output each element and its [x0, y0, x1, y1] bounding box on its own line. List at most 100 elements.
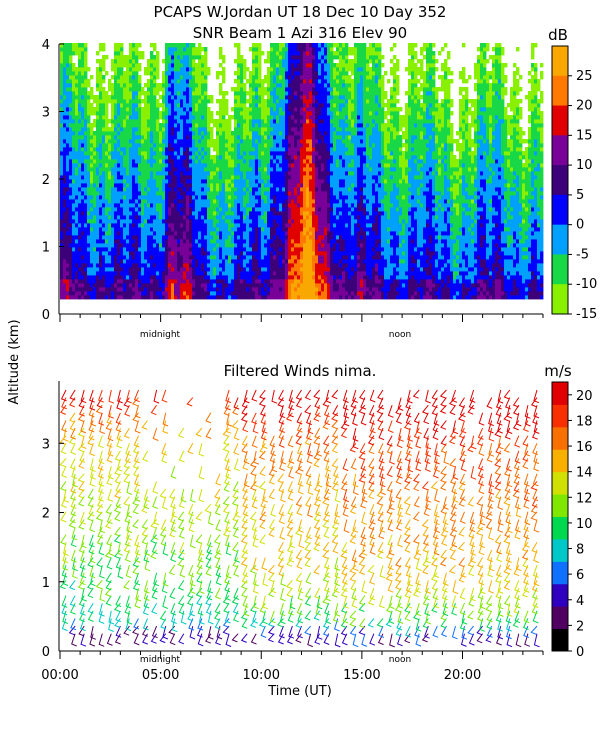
- snr-cell: [237, 87, 241, 92]
- snr-cell: [255, 211, 259, 216]
- snr-cell: [147, 283, 151, 288]
- snr-cell: [285, 183, 289, 188]
- snr-cell: [237, 283, 241, 288]
- snr-cell: [219, 227, 223, 232]
- snr-cell: [240, 275, 244, 280]
- snr-cell: [84, 119, 88, 124]
- snr-cell: [195, 155, 199, 160]
- snr-cell: [225, 199, 229, 204]
- snr-cell: [204, 131, 208, 136]
- snr-cell: [303, 175, 307, 180]
- snr-cell: [183, 135, 187, 140]
- snr-cell: [141, 295, 145, 300]
- snr-cell: [150, 127, 154, 132]
- snr-cell: [129, 83, 133, 88]
- snr-cell: [192, 187, 196, 192]
- snr-cell: [288, 119, 292, 124]
- snr-cell: [252, 279, 256, 284]
- snr-cell: [90, 95, 94, 100]
- snr-cell: [177, 183, 181, 188]
- snr-cell: [102, 251, 106, 256]
- snr-cell: [228, 179, 232, 184]
- snr-cell: [60, 243, 64, 248]
- snr-cell: [147, 195, 151, 200]
- snr-cell: [303, 111, 307, 116]
- snr-cell: [189, 247, 193, 252]
- snr-cell: [153, 123, 157, 128]
- snr-cell: [123, 287, 127, 292]
- snr-cell: [279, 247, 283, 252]
- snr-cell: [156, 291, 160, 296]
- snr-cell: [60, 47, 64, 52]
- snr-cell: [246, 99, 250, 104]
- snr-cell: [129, 183, 133, 188]
- snr-cell: [138, 231, 142, 236]
- snr-cell: [282, 191, 286, 196]
- snr-cell: [108, 279, 112, 284]
- snr-cell: [201, 155, 205, 160]
- snr-cell: [126, 199, 130, 204]
- snr-cell: [81, 51, 85, 56]
- snr-cell: [303, 87, 307, 92]
- snr-cell: [183, 291, 187, 296]
- snr-cell: [186, 207, 190, 212]
- snr-cell: [126, 159, 130, 164]
- snr-cell: [258, 103, 262, 108]
- snr-cell: [129, 135, 133, 140]
- snr-cell: [78, 203, 82, 208]
- snr-cell: [303, 191, 307, 196]
- snr-cell: [132, 71, 136, 76]
- snr-cell: [240, 67, 244, 72]
- snr-cell: [144, 175, 148, 180]
- snr-cell: [156, 63, 160, 68]
- snr-cell: [186, 223, 190, 228]
- snr-cell: [303, 171, 307, 176]
- snr-cell: [198, 123, 202, 128]
- snr-cell: [117, 167, 121, 172]
- snr-cell: [117, 135, 121, 140]
- snr-cell: [102, 207, 106, 212]
- snr-cell: [219, 123, 223, 128]
- snr-cell: [231, 107, 235, 112]
- snr-cell: [258, 191, 262, 196]
- snr-cell: [219, 215, 223, 220]
- snr-cell: [165, 279, 169, 284]
- snr-cell: [168, 127, 172, 132]
- snr-cell: [291, 59, 295, 64]
- snr-cell: [177, 235, 181, 240]
- snr-cell: [72, 91, 76, 96]
- snr-cell: [123, 271, 127, 276]
- snr-cell: [246, 163, 250, 168]
- snr-cell: [96, 135, 100, 140]
- snr-cell: [123, 267, 127, 272]
- snr-cell: [81, 123, 85, 128]
- snr-cell: [81, 155, 85, 160]
- snr-cell: [300, 223, 304, 228]
- snr-cell: [306, 139, 310, 144]
- snr-cell: [60, 155, 64, 160]
- snr-cell: [69, 211, 73, 216]
- snr-cell: [195, 103, 199, 108]
- snr-cell: [207, 119, 211, 124]
- snr-cell: [159, 275, 163, 280]
- snr-cell: [72, 43, 76, 48]
- snr-cell: [204, 283, 208, 288]
- snr-cell: [159, 211, 163, 216]
- snr-cell: [225, 167, 229, 172]
- snr-cell: [276, 207, 280, 212]
- snr-cell: [195, 47, 199, 52]
- snr-cell: [108, 95, 112, 100]
- snr-cell: [285, 175, 289, 180]
- snr-cell: [60, 43, 64, 48]
- snr-cell: [165, 267, 169, 272]
- snr-cell: [300, 111, 304, 116]
- snr-cell: [309, 243, 313, 248]
- snr-cell: [117, 95, 121, 100]
- snr-cell: [294, 199, 298, 204]
- snr-cell: [288, 219, 292, 224]
- snr-cell: [123, 247, 127, 252]
- snr-cell: [294, 211, 298, 216]
- snr-cell: [63, 119, 67, 124]
- snr-cell: [300, 271, 304, 276]
- snr-cell: [276, 171, 280, 176]
